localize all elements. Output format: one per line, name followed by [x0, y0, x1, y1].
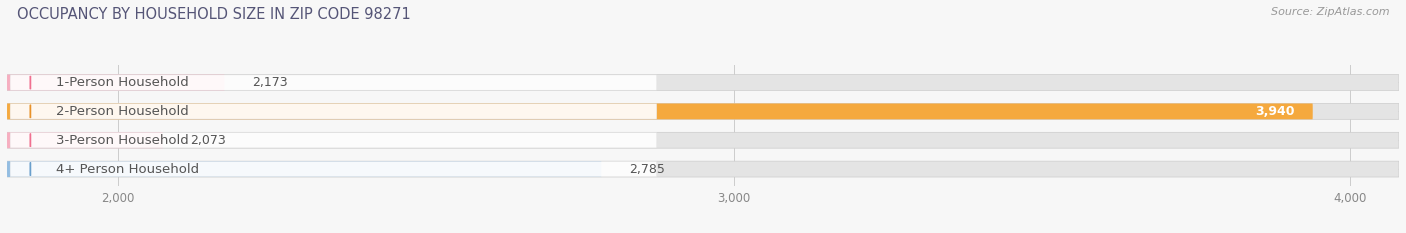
- Text: 2,785: 2,785: [628, 163, 665, 176]
- FancyBboxPatch shape: [7, 103, 1313, 119]
- Text: 1-Person Household: 1-Person Household: [56, 76, 188, 89]
- Text: 4+ Person Household: 4+ Person Household: [56, 163, 200, 176]
- FancyBboxPatch shape: [7, 75, 225, 90]
- FancyBboxPatch shape: [7, 103, 1399, 119]
- FancyBboxPatch shape: [10, 161, 657, 177]
- Text: Source: ZipAtlas.com: Source: ZipAtlas.com: [1271, 7, 1389, 17]
- FancyBboxPatch shape: [7, 132, 1399, 148]
- Text: 3-Person Household: 3-Person Household: [56, 134, 188, 147]
- FancyBboxPatch shape: [10, 104, 657, 119]
- Text: OCCUPANCY BY HOUSEHOLD SIZE IN ZIP CODE 98271: OCCUPANCY BY HOUSEHOLD SIZE IN ZIP CODE …: [17, 7, 411, 22]
- FancyBboxPatch shape: [10, 75, 657, 90]
- FancyBboxPatch shape: [7, 161, 602, 177]
- FancyBboxPatch shape: [10, 133, 657, 148]
- Text: 2-Person Household: 2-Person Household: [56, 105, 188, 118]
- FancyBboxPatch shape: [7, 161, 1399, 177]
- Text: 2,173: 2,173: [252, 76, 288, 89]
- FancyBboxPatch shape: [7, 132, 163, 148]
- Text: 2,073: 2,073: [191, 134, 226, 147]
- Text: 3,940: 3,940: [1254, 105, 1295, 118]
- FancyBboxPatch shape: [7, 75, 1399, 90]
